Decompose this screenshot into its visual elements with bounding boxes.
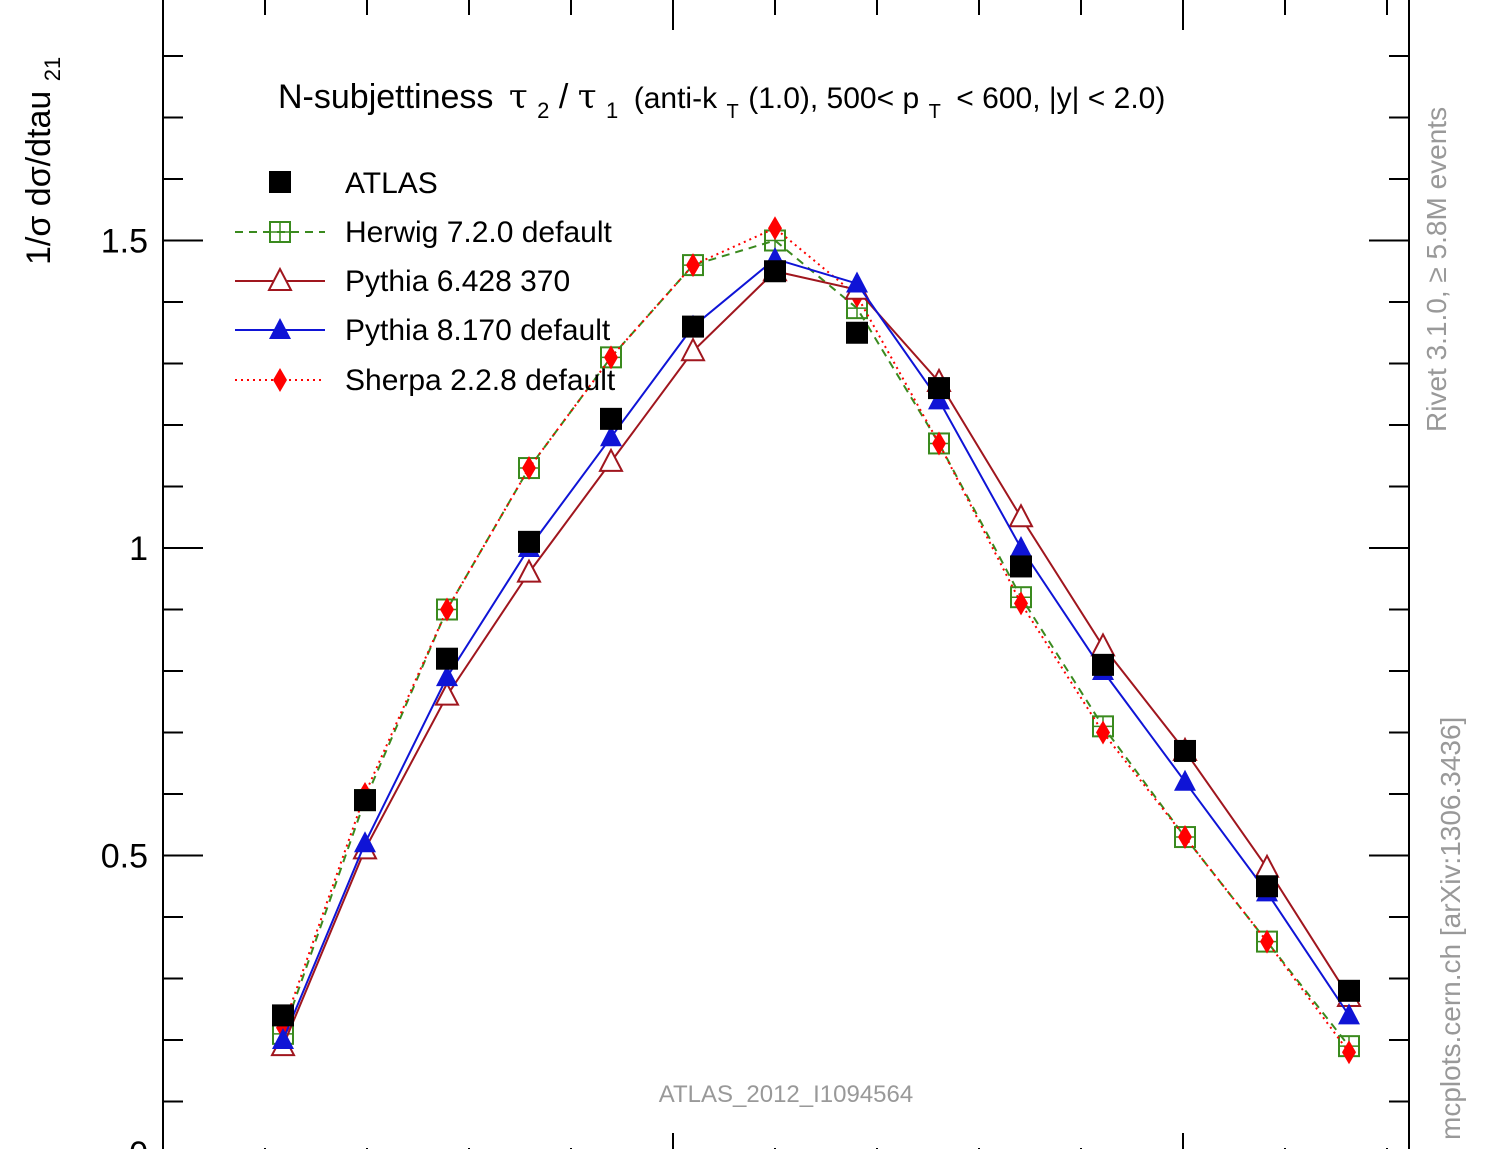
data-point bbox=[434, 681, 460, 706]
plot-frame bbox=[162, 0, 1410, 1149]
data-point bbox=[1174, 739, 1196, 762]
data-point bbox=[1342, 1040, 1356, 1065]
chart-title: N-subjettiness τ 2 / τ 1 (anti-k T (1.0)… bbox=[278, 77, 1165, 126]
series-atlas bbox=[272, 260, 1360, 1027]
legend-label-herwig: Herwig 7.2.0 default bbox=[345, 216, 612, 249]
data-point bbox=[1010, 555, 1032, 578]
data-point bbox=[1008, 503, 1034, 528]
data-point bbox=[598, 447, 624, 472]
data-point bbox=[272, 1004, 294, 1027]
data-point bbox=[522, 456, 536, 481]
data-point bbox=[354, 831, 376, 853]
legend-label-atlas: ATLAS bbox=[345, 167, 438, 200]
legend: ATLAS Herwig 7.2.0 default Pythia 6.428 … bbox=[235, 167, 616, 397]
data-point bbox=[768, 216, 782, 241]
data-point bbox=[846, 271, 868, 293]
data-point bbox=[1338, 979, 1360, 1002]
analysis-id-label: ATLAS_2012_I1094564 bbox=[659, 1081, 913, 1108]
data-point bbox=[1092, 653, 1114, 676]
y-tick-label: 1.5 bbox=[101, 223, 148, 261]
data-point bbox=[1010, 536, 1032, 557]
axis-ticks bbox=[163, 0, 1409, 1149]
mcplots-source-label: mcplots.cern.ch [arXiv:1306.3436] bbox=[1435, 717, 1466, 1140]
legend-marker bbox=[273, 368, 287, 392]
rivet-version-label: Rivet 3.1.0, ≥ 5.8M events bbox=[1421, 107, 1452, 432]
data-point bbox=[1014, 591, 1028, 616]
legend-marker bbox=[269, 318, 291, 339]
data-point bbox=[518, 530, 540, 553]
series-layer bbox=[270, 216, 1362, 1065]
series-line bbox=[282, 227, 1350, 1053]
data-point bbox=[932, 431, 946, 456]
data-point bbox=[440, 597, 454, 622]
series-line bbox=[282, 270, 1350, 1047]
data-point bbox=[354, 789, 376, 812]
data-point bbox=[600, 425, 622, 447]
legend-label-sherpa: Sherpa 2.2.8 default bbox=[345, 364, 616, 397]
series-line bbox=[282, 239, 1350, 1047]
data-point bbox=[1254, 853, 1280, 878]
data-point bbox=[682, 315, 704, 338]
legend-marker bbox=[269, 171, 291, 193]
data-point bbox=[436, 647, 458, 670]
legend-markers bbox=[235, 171, 325, 392]
legend-label-pythia6: Pythia 6.428 370 bbox=[345, 265, 570, 298]
data-point bbox=[846, 321, 868, 344]
data-point bbox=[272, 1028, 294, 1049]
data-point bbox=[1338, 1003, 1360, 1025]
data-point bbox=[1256, 875, 1278, 898]
y-tick-label: 1 bbox=[129, 530, 148, 568]
data-point bbox=[600, 407, 622, 430]
y-axis-label: 1/σ dσ/dtau 21 bbox=[20, 57, 65, 265]
data-point bbox=[1096, 720, 1110, 745]
legend-marker bbox=[267, 266, 293, 291]
data-point bbox=[764, 260, 786, 283]
data-point bbox=[1178, 825, 1192, 850]
y-tick-labels: 0.511.522.533.5 bbox=[101, 223, 148, 876]
data-point bbox=[928, 377, 950, 400]
y-tick-label: 0.5 bbox=[101, 838, 148, 876]
y-tick-label-zero: 0 bbox=[129, 1135, 148, 1149]
data-point bbox=[686, 253, 700, 278]
data-point bbox=[436, 665, 458, 687]
data-point bbox=[680, 337, 706, 362]
data-point bbox=[1260, 929, 1274, 954]
legend-label-pythia8: Pythia 8.170 default bbox=[345, 314, 611, 347]
series-herwig-7-2-0-default bbox=[272, 229, 1360, 1058]
data-point bbox=[516, 558, 542, 583]
data-point bbox=[604, 345, 618, 370]
series-line bbox=[282, 257, 1350, 1041]
data-point bbox=[1090, 632, 1116, 657]
data-point bbox=[1174, 769, 1196, 791]
legend-marker bbox=[269, 221, 291, 243]
